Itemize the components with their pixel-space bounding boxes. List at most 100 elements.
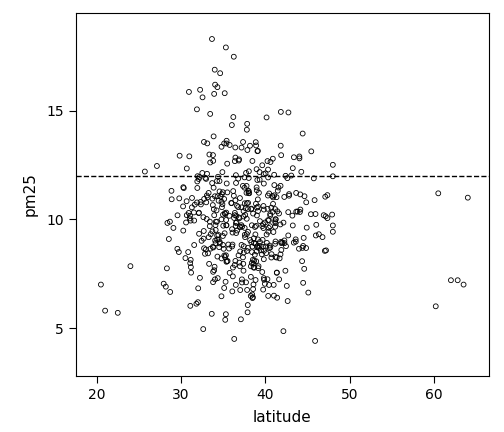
Point — [210, 212, 218, 219]
Point — [173, 212, 181, 219]
Point — [211, 276, 219, 283]
Point — [218, 191, 226, 197]
Point — [297, 168, 305, 175]
Point — [270, 172, 278, 178]
Point — [215, 178, 223, 184]
Point — [322, 213, 330, 220]
Point — [231, 261, 239, 268]
Point — [312, 232, 320, 239]
Point — [114, 309, 122, 316]
Point — [464, 194, 472, 201]
Point — [290, 154, 298, 161]
Point — [203, 170, 211, 177]
Point — [229, 187, 237, 194]
Point — [264, 174, 272, 181]
Point — [199, 326, 207, 333]
Point — [222, 44, 230, 51]
Point — [234, 203, 242, 210]
Point — [275, 210, 283, 217]
Point — [264, 205, 272, 212]
Point — [190, 217, 198, 224]
Point — [230, 192, 238, 199]
Point — [300, 235, 308, 241]
Point — [195, 209, 203, 216]
Point — [215, 244, 223, 251]
Point — [175, 248, 183, 255]
Point — [244, 188, 253, 195]
Point — [222, 140, 230, 147]
Point — [249, 264, 258, 271]
Point — [221, 254, 229, 260]
Point — [244, 244, 252, 251]
Point — [284, 109, 292, 116]
Point — [211, 237, 219, 244]
Point — [193, 300, 201, 307]
Point — [203, 192, 211, 199]
Point — [204, 194, 212, 201]
Point — [434, 190, 443, 197]
Point — [247, 205, 256, 212]
Point — [209, 243, 217, 250]
Point — [242, 169, 250, 176]
Point — [260, 203, 268, 210]
Point — [264, 276, 272, 283]
Point — [329, 162, 337, 168]
Point — [204, 250, 212, 257]
Point — [243, 146, 251, 153]
Point — [296, 209, 304, 216]
Point — [183, 165, 191, 172]
Point — [212, 218, 220, 225]
Point — [180, 184, 188, 191]
Point — [322, 247, 330, 254]
Point — [198, 169, 206, 176]
Point — [254, 208, 262, 215]
Point — [256, 242, 264, 249]
Point — [208, 310, 216, 317]
Point — [258, 269, 266, 276]
Point — [179, 227, 187, 234]
Point — [321, 193, 329, 200]
Point — [141, 168, 149, 175]
Point — [252, 222, 260, 229]
Point — [200, 139, 208, 146]
Point — [271, 223, 279, 230]
Point — [244, 206, 252, 213]
Point — [208, 195, 216, 202]
Point — [173, 245, 181, 252]
Point — [101, 307, 109, 314]
Point — [213, 178, 221, 184]
Point — [221, 90, 229, 97]
Point — [237, 204, 245, 211]
Point — [207, 231, 215, 238]
Point — [213, 236, 221, 243]
Point — [229, 264, 237, 271]
Point — [447, 277, 455, 284]
Point — [272, 254, 280, 260]
Point — [210, 206, 218, 213]
Point — [209, 268, 217, 275]
Point — [186, 302, 195, 309]
Point — [194, 184, 202, 191]
Point — [232, 219, 240, 226]
Point — [162, 283, 170, 290]
Point — [266, 211, 274, 218]
Point — [254, 147, 262, 154]
Point — [302, 245, 310, 251]
Point — [240, 243, 248, 250]
Point — [153, 162, 161, 169]
Point — [329, 222, 337, 229]
Point — [202, 175, 210, 182]
Point — [235, 157, 243, 164]
Point — [165, 235, 173, 242]
Point — [187, 269, 195, 276]
Point — [190, 209, 198, 216]
Point — [273, 208, 281, 215]
Point — [244, 200, 252, 206]
Point — [273, 194, 281, 200]
Point — [273, 294, 281, 301]
Point — [202, 199, 210, 206]
Point — [193, 106, 201, 113]
Point — [209, 202, 217, 209]
Point — [191, 201, 199, 208]
Point — [201, 251, 209, 257]
